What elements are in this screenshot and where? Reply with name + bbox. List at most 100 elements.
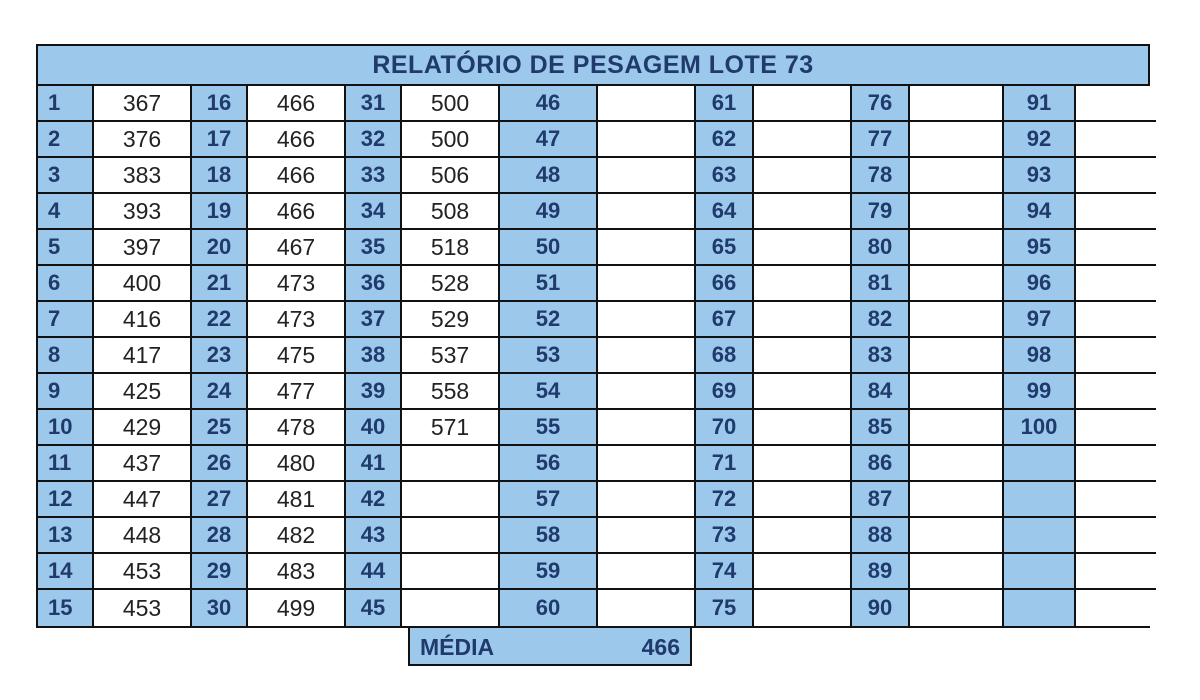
animal-number-cell: 76 [852,86,910,122]
animal-number-cell: 23 [192,338,248,374]
animal-number-cell: 62 [696,122,754,158]
animal-number-cell: 61 [696,86,754,122]
weight-value-cell: 499 [248,590,346,626]
weight-value-cell [910,518,1004,554]
animal-number-cell: 54 [500,374,598,410]
weight-value-cell [1076,266,1156,302]
animal-number-cell: 98 [1004,338,1076,374]
animal-number-cell: 12 [38,482,94,518]
weight-value-cell [754,194,852,230]
animal-number-cell: 64 [696,194,754,230]
animal-number-cell: 43 [346,518,402,554]
weight-value-cell [598,338,696,374]
weight-value-cell: 481 [248,482,346,518]
weight-value-cell [598,86,696,122]
weight-value-cell [598,410,696,446]
weight-value-cell: 500 [402,86,500,122]
weight-value-cell: 508 [402,194,500,230]
weight-value-cell: 466 [248,122,346,158]
weight-value-cell [402,518,500,554]
animal-number-cell: 49 [500,194,598,230]
weight-value-cell [754,446,852,482]
animal-number-cell: 34 [346,194,402,230]
weight-value-cell: 448 [94,518,192,554]
animal-number-cell: 55 [500,410,598,446]
animal-number-cell: 21 [192,266,248,302]
animal-number-cell: 86 [852,446,910,482]
animal-number-cell [1004,446,1076,482]
weight-value-cell: 477 [248,374,346,410]
animal-number-cell: 33 [346,158,402,194]
weight-value-cell [598,518,696,554]
animal-number-cell: 45 [346,590,402,626]
animal-number-cell: 4 [38,194,94,230]
animal-number-cell: 36 [346,266,402,302]
animal-number-cell: 32 [346,122,402,158]
weight-value-cell: 571 [402,410,500,446]
weight-value-cell [402,482,500,518]
weight-value-cell: 558 [402,374,500,410]
animal-number-cell: 95 [1004,230,1076,266]
weight-value-cell: 482 [248,518,346,554]
weight-value-cell: 478 [248,410,346,446]
animal-number-cell: 7 [38,302,94,338]
animal-number-cell: 67 [696,302,754,338]
animal-number-cell: 93 [1004,158,1076,194]
animal-number-cell: 19 [192,194,248,230]
animal-number-cell: 42 [346,482,402,518]
weight-value-cell: 506 [402,158,500,194]
weight-value-cell [754,122,852,158]
animal-number-cell: 81 [852,266,910,302]
animal-number-cell: 68 [696,338,754,374]
weight-value-cell [402,590,500,626]
weight-value-cell [754,518,852,554]
weight-value-cell: 453 [94,554,192,590]
animal-number-cell: 3 [38,158,94,194]
animal-number-cell: 91 [1004,86,1076,122]
animal-number-cell: 51 [500,266,598,302]
weights-grid: 1 367 16 466 31 500 46 61 76 91 2 376 17 466 32 500 47 62… [38,86,1156,628]
animal-number-cell: 44 [346,554,402,590]
animal-number-cell: 28 [192,518,248,554]
animal-number-cell: 2 [38,122,94,158]
weight-value-cell: 483 [248,554,346,590]
animal-number-cell: 15 [38,590,94,626]
weight-value-cell: 500 [402,122,500,158]
weight-value-cell [754,482,852,518]
animal-number-cell: 35 [346,230,402,266]
animal-number-cell: 38 [346,338,402,374]
weight-value-cell [754,266,852,302]
animal-number-cell: 83 [852,338,910,374]
weight-value-cell: 466 [248,86,346,122]
animal-number-cell [1004,482,1076,518]
animal-number-cell: 97 [1004,302,1076,338]
animal-number-cell: 11 [38,446,94,482]
average-box: MÉDIA 466 [408,626,692,666]
animal-number-cell: 16 [192,86,248,122]
weight-value-cell [910,410,1004,446]
animal-number-cell: 48 [500,158,598,194]
weight-value-cell [910,158,1004,194]
weight-value-cell [754,338,852,374]
report-title: RELATÓRIO DE PESAGEM LOTE 73 [38,46,1148,86]
animal-number-cell: 9 [38,374,94,410]
weight-value-cell [1076,230,1156,266]
animal-number-cell: 53 [500,338,598,374]
weight-value-cell: 529 [402,302,500,338]
animal-number-cell: 89 [852,554,910,590]
weight-value-cell [1076,194,1156,230]
weight-value-cell [910,554,1004,590]
animal-number-cell: 50 [500,230,598,266]
animal-number-cell: 82 [852,302,910,338]
animal-number-cell [1004,590,1076,626]
weight-value-cell [1076,374,1156,410]
weighing-report-table: RELATÓRIO DE PESAGEM LOTE 73 1 367 16 466 31… [36,44,1156,628]
animal-number-cell: 52 [500,302,598,338]
animal-number-cell: 5 [38,230,94,266]
weight-value-cell [754,554,852,590]
animal-number-cell: 94 [1004,194,1076,230]
animal-number-cell: 22 [192,302,248,338]
animal-number-cell: 69 [696,374,754,410]
weight-value-cell [754,158,852,194]
animal-number-cell: 31 [346,86,402,122]
